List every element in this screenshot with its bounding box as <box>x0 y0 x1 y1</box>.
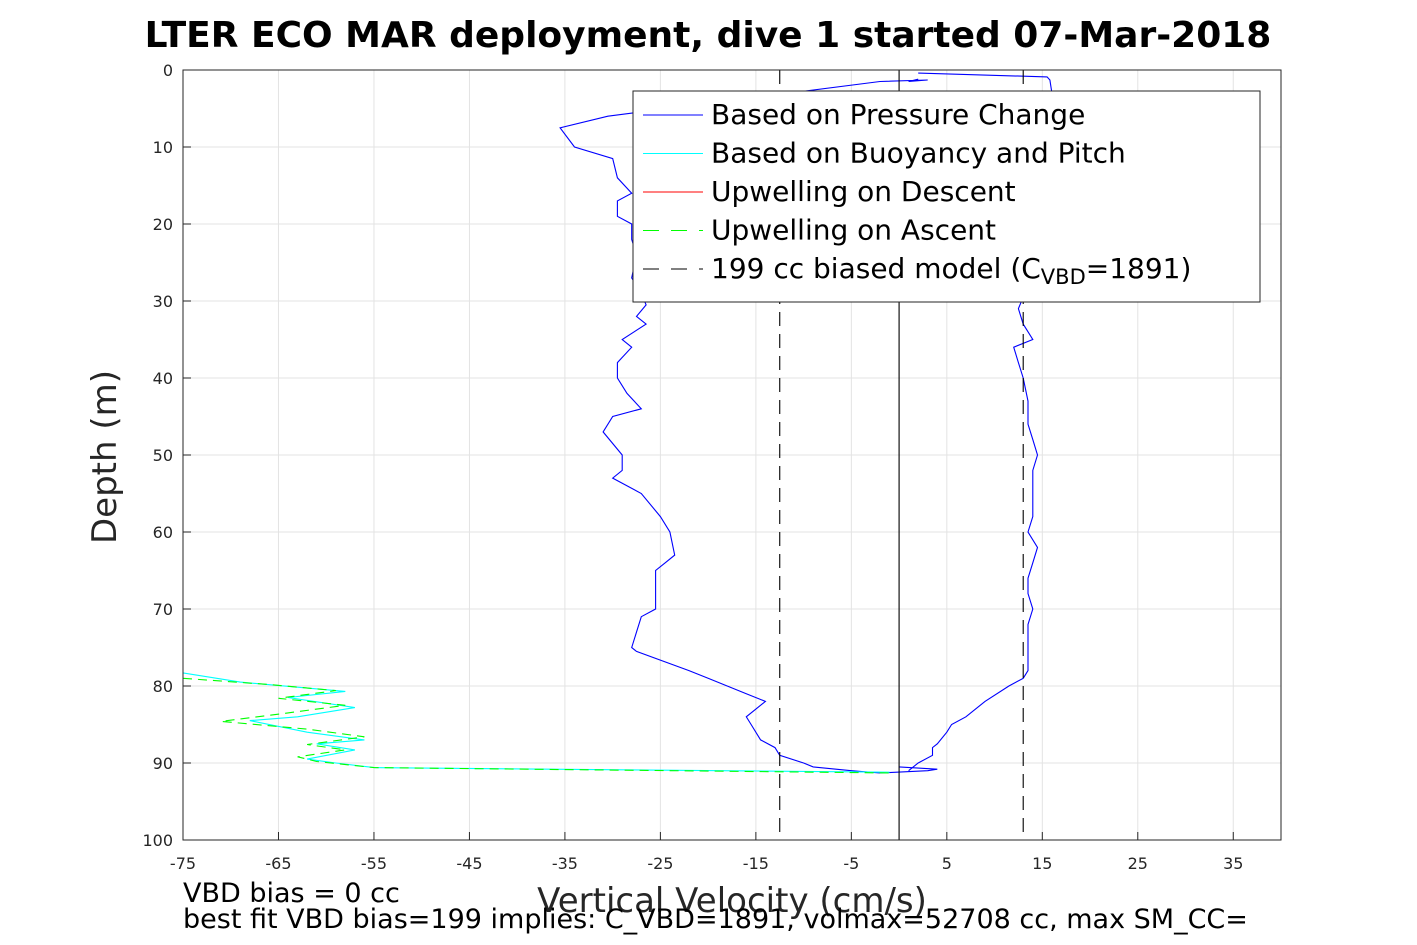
series-line-upwelling-on-ascent <box>183 677 895 774</box>
x-tick-label: 15 <box>1032 854 1052 873</box>
x-tick-label: -65 <box>265 854 291 873</box>
x-tick-label: -15 <box>743 854 769 873</box>
legend-entry-label: Upwelling on Descent <box>711 175 1016 208</box>
legend-entry-label: 199 cc biased model (CVBD=1891) <box>711 252 1191 289</box>
legend-entry-label: Upwelling on Ascent <box>711 214 996 247</box>
y-axis-label: Depth (m) <box>85 370 125 544</box>
chart-title: LTER ECO MAR deployment, dive 1 started … <box>145 15 1272 56</box>
y-tick-label: 90 <box>153 754 173 773</box>
legend-label-tail: =1891) <box>1086 252 1192 285</box>
legend-entry-label: Based on Pressure Change <box>711 98 1085 131</box>
legend-entry-label: Based on Buoyancy and Pitch <box>711 137 1126 170</box>
x-tick-label: -75 <box>170 854 196 873</box>
y-tick-label: 20 <box>153 215 173 234</box>
y-tick-label: 100 <box>142 831 173 850</box>
legend-label-subscript: VBD <box>1041 265 1086 289</box>
x-axis-label: Vertical Velocity (cm/s) <box>537 881 927 921</box>
x-tick-label: -5 <box>843 854 859 873</box>
x-tick-label: 35 <box>1223 854 1243 873</box>
legend-box <box>632 90 1261 303</box>
x-tick-label: -45 <box>456 854 482 873</box>
y-tick-label: 10 <box>153 138 173 157</box>
y-tick-label: 0 <box>163 61 173 80</box>
y-tick-label: 50 <box>153 446 173 465</box>
y-tick-label: 40 <box>153 369 173 388</box>
legend: Based on Pressure Change Based on Buoyanc… <box>632 90 1261 303</box>
y-tick-label: 80 <box>153 677 173 696</box>
x-tick-label: 25 <box>1128 854 1148 873</box>
series-line-based-on-pressure-change <box>559 78 938 774</box>
y-tick-label: 30 <box>153 292 173 311</box>
x-tick-label: 5 <box>942 854 952 873</box>
legend-label-main: 199 cc biased model (C <box>711 252 1041 285</box>
y-tick-label: 70 <box>153 600 173 619</box>
x-tick-label: -35 <box>552 854 578 873</box>
annotation-best-fit: best fit VBD bias=199 implies: C_VBD=189… <box>183 904 1248 935</box>
y-tick-label: 60 <box>153 523 173 542</box>
x-tick-label: -55 <box>361 854 387 873</box>
series-line-based-on-buoyancy-and-pitch <box>183 672 890 773</box>
x-tick-label: -25 <box>647 854 673 873</box>
annotation-vbd-bias: VBD bias = 0 cc <box>183 878 400 909</box>
axis-ticks: -75 -65 -55 -45 -35 -25 -15 -5 5 15 25 350102030405… <box>142 61 1243 873</box>
